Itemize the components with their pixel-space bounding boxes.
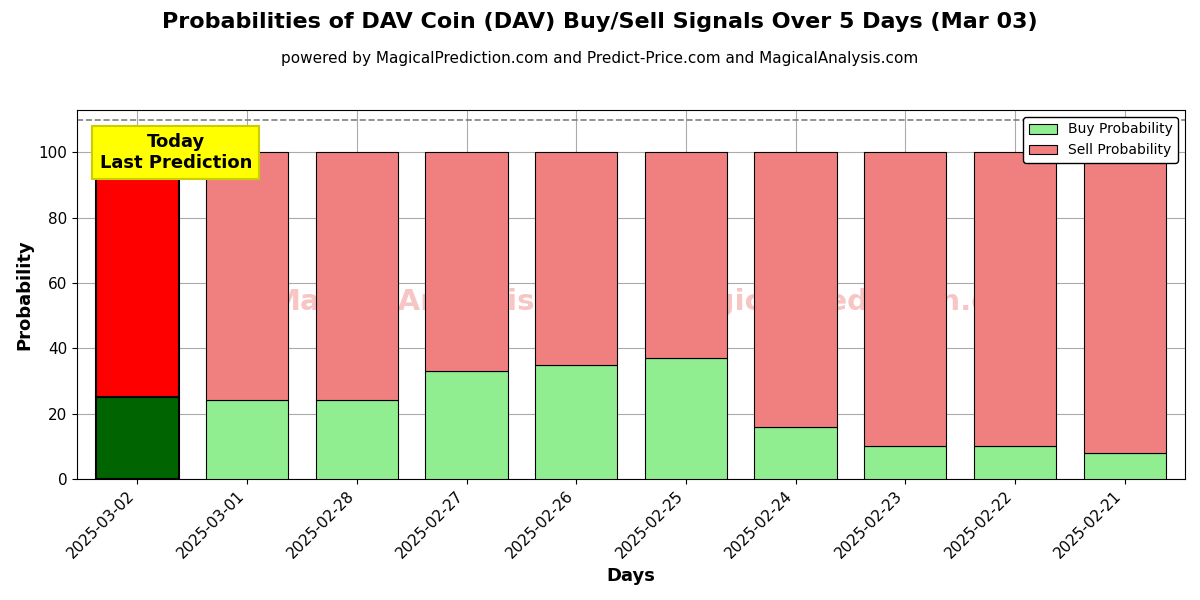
Text: Probabilities of DAV Coin (DAV) Buy/Sell Signals Over 5 Days (Mar 03): Probabilities of DAV Coin (DAV) Buy/Sell… [162, 12, 1038, 32]
Bar [535, 365, 617, 479]
Y-axis label: Probability: Probability [14, 239, 32, 350]
Bar [1084, 452, 1166, 479]
Legend: Buy Probability, Sell Probability: Buy Probability, Sell Probability [1024, 117, 1178, 163]
Bar [974, 152, 1056, 446]
Bar [316, 400, 398, 479]
Text: MagicalAnalysis.com: MagicalAnalysis.com [271, 288, 614, 316]
Text: powered by MagicalPrediction.com and Predict-Price.com and MagicalAnalysis.com: powered by MagicalPrediction.com and Pre… [281, 51, 919, 66]
Bar [1084, 152, 1166, 452]
Bar [426, 152, 508, 371]
Bar [96, 397, 179, 479]
Bar [974, 446, 1056, 479]
Bar [96, 152, 179, 397]
Bar [864, 152, 947, 446]
Bar [644, 152, 727, 358]
Text: MagicalPrediction.com: MagicalPrediction.com [666, 288, 1039, 316]
Bar [864, 446, 947, 479]
Bar [316, 152, 398, 400]
Bar [426, 371, 508, 479]
Text: Today
Last Prediction: Today Last Prediction [100, 133, 252, 172]
Bar [535, 152, 617, 365]
Bar [755, 427, 836, 479]
Bar [206, 152, 288, 400]
X-axis label: Days: Days [607, 567, 655, 585]
Bar [644, 358, 727, 479]
Bar [755, 152, 836, 427]
Bar [206, 400, 288, 479]
